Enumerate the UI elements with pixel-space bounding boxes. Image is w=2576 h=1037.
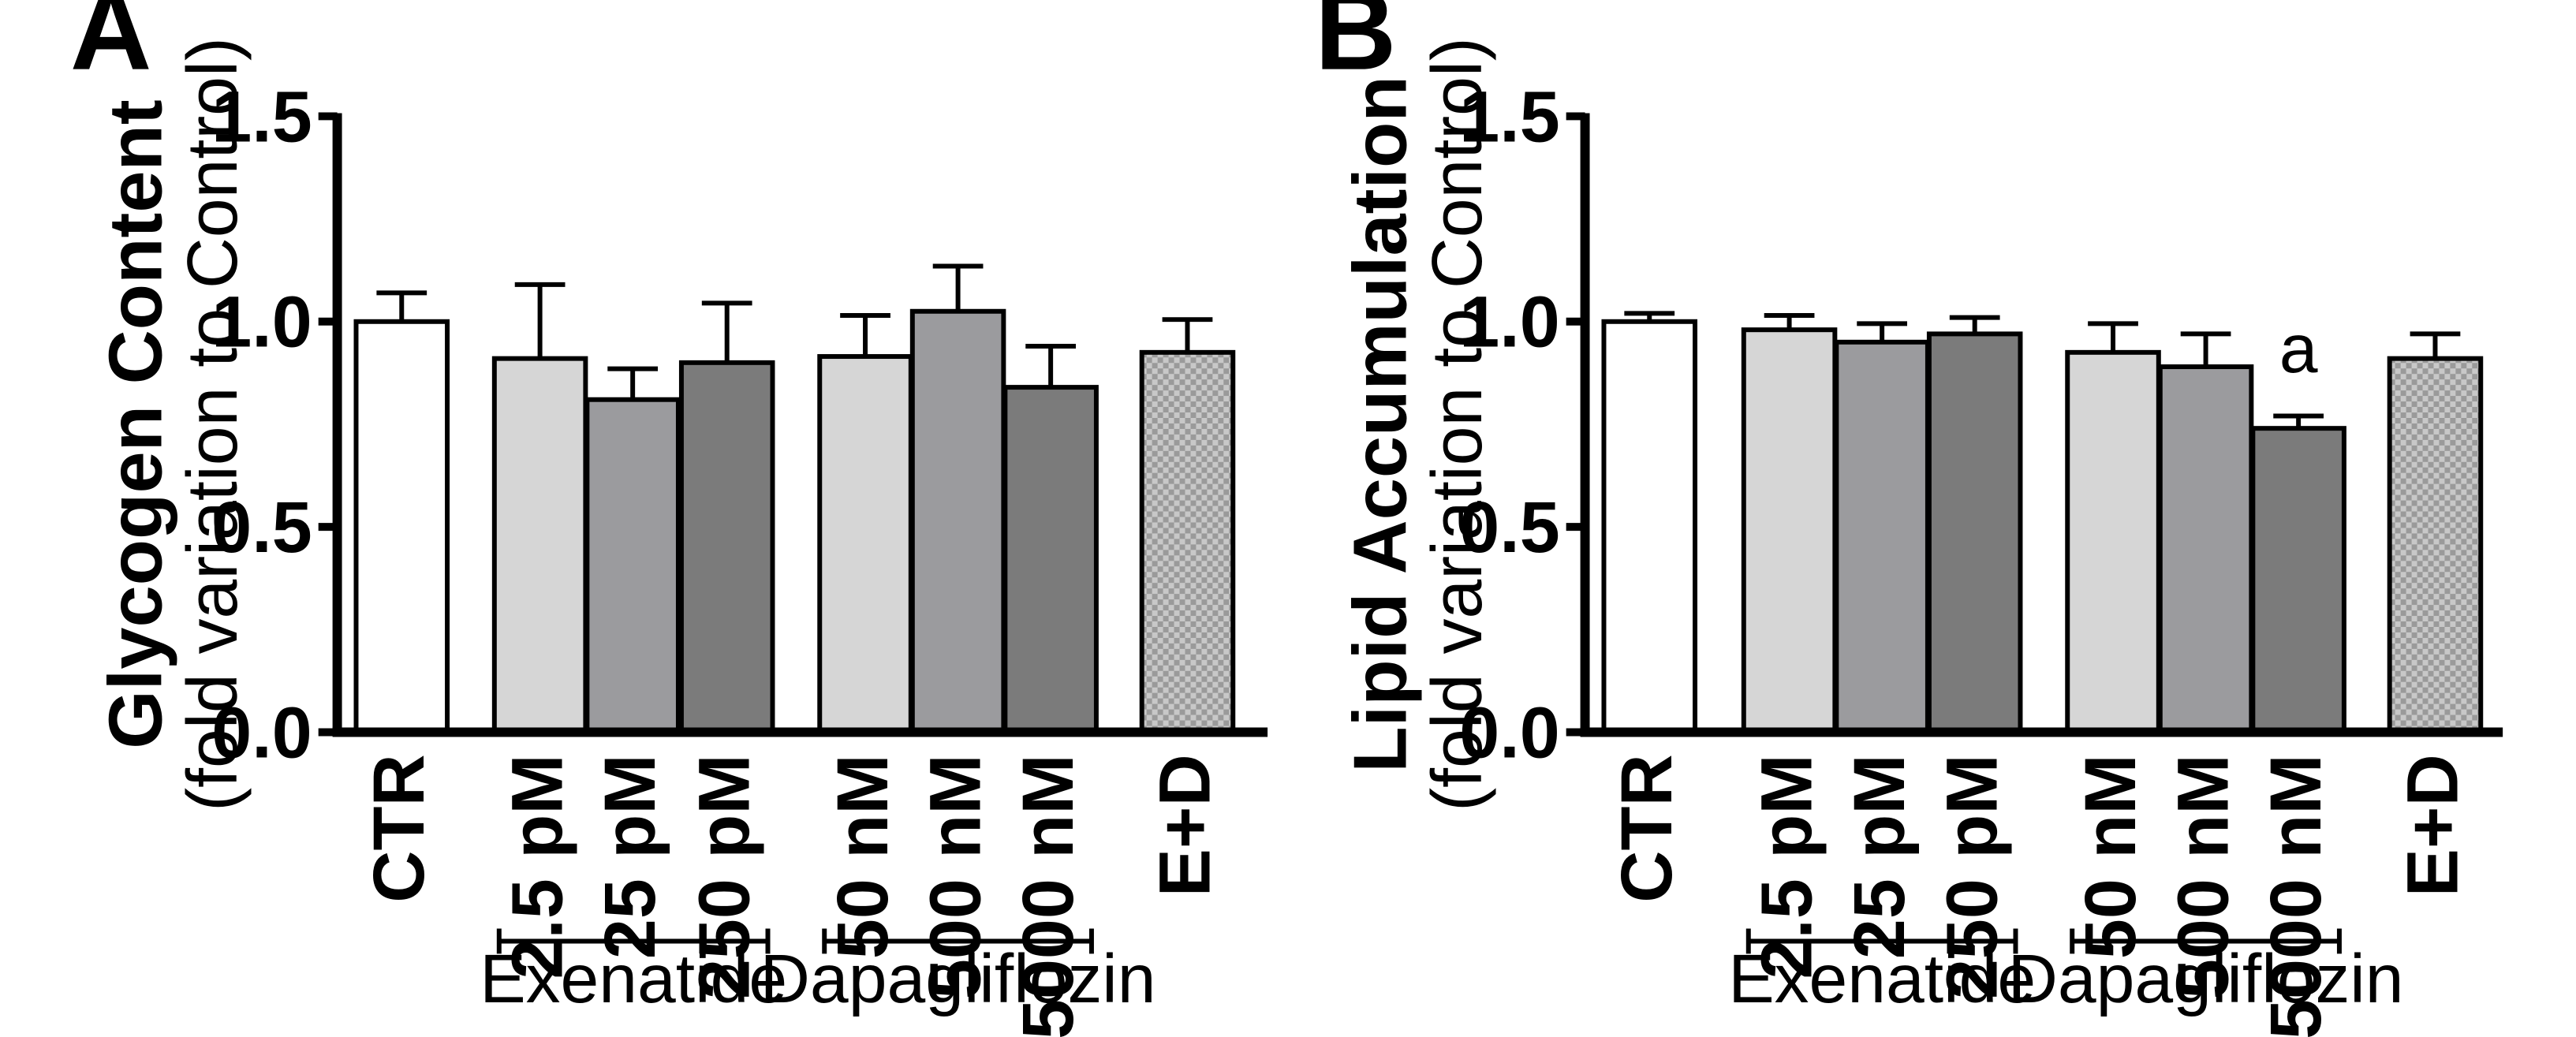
y-tick-label: 0.5 (211, 487, 312, 568)
y-axis-title: Lipid Accumulation (1338, 76, 1422, 773)
y-tick-label: 1.5 (211, 76, 312, 157)
bar (1926, 331, 2023, 735)
bar (817, 354, 913, 735)
x-category-label: 250 pM (685, 754, 765, 999)
bar (353, 319, 450, 735)
x-category-label: 50 nM (823, 754, 903, 959)
panel-letter: B (1315, 0, 1397, 94)
bar (2387, 356, 2484, 735)
panel-letter: A (70, 0, 152, 94)
bar (2250, 426, 2346, 735)
group-label: Exenatide (1728, 940, 2036, 1017)
y-axis-title: Glycogen Content (93, 99, 177, 748)
y-axis-subtitle: (fold variation to Control) (173, 37, 252, 811)
y-tick-label: 1.0 (1459, 282, 1559, 363)
y-axis-subtitle: (fold variation to Control) (1417, 37, 1496, 811)
x-category-label: 250 pM (1932, 754, 2013, 999)
bar (1741, 327, 1838, 735)
x-category-label: 50 nM (2070, 754, 2151, 959)
x-category-label: CTR (359, 754, 439, 902)
bar (1002, 385, 1099, 735)
bar (678, 360, 775, 735)
y-tick-label: 0.0 (211, 692, 312, 773)
y-tick-label: 1.5 (1459, 76, 1559, 157)
x-category-label: 25 pM (590, 754, 670, 959)
bar (2065, 349, 2161, 735)
bar (1601, 319, 1698, 735)
bar (1139, 349, 1236, 735)
bar (584, 397, 681, 735)
significance-marker: a (2279, 310, 2318, 387)
group-label: Dapagliflozin (2008, 940, 2404, 1017)
x-category-label: CTR (1607, 754, 1687, 902)
bar (909, 308, 1006, 735)
bar (491, 356, 588, 735)
x-category-label: 25 pM (1839, 754, 1920, 959)
x-category-label: E+D (2392, 754, 2473, 897)
y-tick-label: 0.0 (1459, 692, 1559, 773)
y-tick-label: 0.5 (1459, 487, 1559, 568)
y-tick-label: 1.0 (211, 282, 312, 363)
group-label: Dapagliflozin (760, 940, 1156, 1017)
bar (2157, 364, 2254, 735)
x-category-label: 500 nM (2163, 754, 2243, 999)
x-category-label: 5000 nM (1008, 754, 1088, 1037)
bar (1834, 339, 1930, 735)
group-label: Exenatide (480, 940, 787, 1017)
x-category-label: E+D (1144, 754, 1225, 897)
x-category-label: 5000 nM (2256, 754, 2336, 1037)
x-category-label: 500 nM (915, 754, 995, 999)
